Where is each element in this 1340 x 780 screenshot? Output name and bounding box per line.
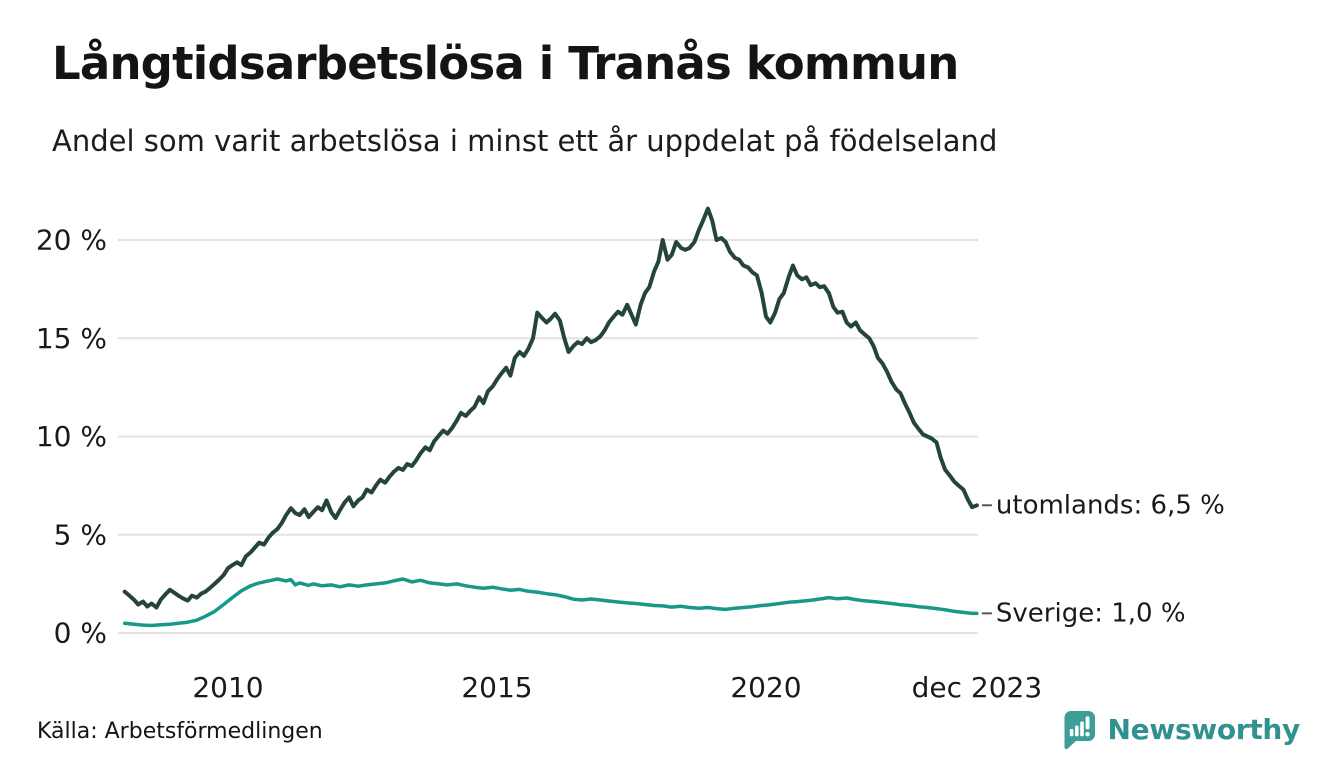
- series-end-label-utomlands: utomlands: 6,5 %: [996, 490, 1225, 520]
- newsworthy-wordmark: Newsworthy: [1107, 712, 1301, 746]
- y-tick-label: 0 %: [54, 617, 107, 650]
- newsworthy-logo: Newsworthy: [1059, 706, 1300, 752]
- series-line-sverige: [122, 577, 979, 628]
- y-tick-label: 5 %: [54, 518, 107, 551]
- y-tick-label: 15 %: [36, 322, 107, 355]
- x-tick-label: 2020: [730, 671, 801, 704]
- x-tick-label: 2010: [192, 671, 263, 704]
- page-subtitle: Andel som varit arbetslösa i minst ett å…: [52, 124, 998, 158]
- source-note: Källa: Arbetsförmedlingen: [37, 719, 323, 744]
- series-line-utomlands: [122, 206, 979, 610]
- y-tick-label: 10 %: [36, 420, 107, 453]
- y-tick-label: 20 %: [36, 224, 107, 257]
- x-tick-label: 2015: [461, 671, 532, 704]
- series-end-label-sverige: Sverige: 1,0 %: [996, 598, 1186, 628]
- page-title: Långtidsarbetslösa i Tranås kommun: [52, 37, 959, 90]
- newsworthy-icon: [1064, 710, 1095, 749]
- x-tick-label: dec 2023: [912, 671, 1043, 704]
